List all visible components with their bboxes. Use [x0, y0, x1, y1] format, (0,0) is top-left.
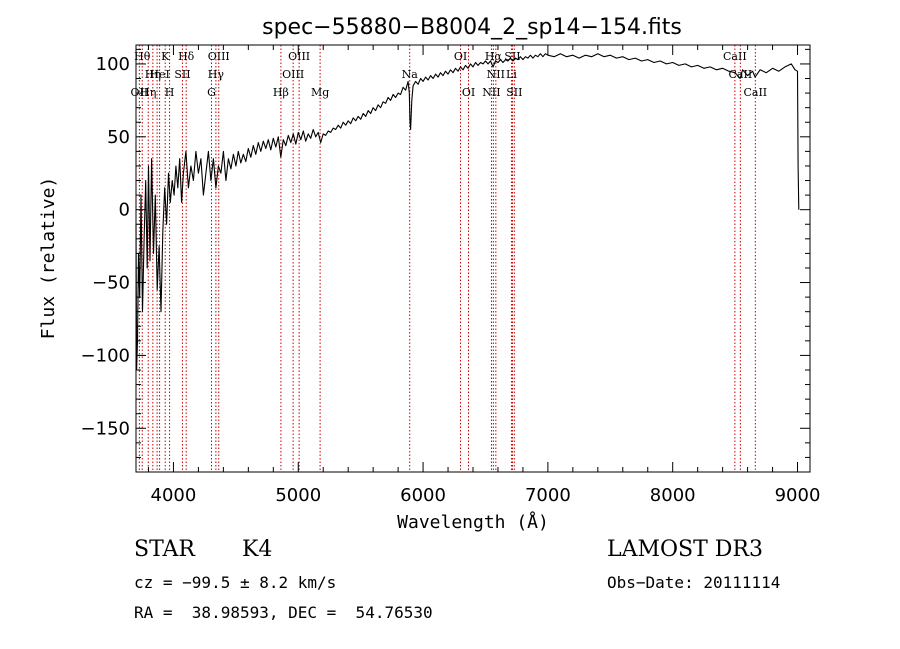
spectral-line-label: Na	[402, 68, 419, 81]
spectral-line-label: Hη	[145, 68, 161, 81]
x-tick-label: 4000	[151, 485, 197, 506]
chart-title: spec−55880−B8004_2_sp14−154.fits	[262, 15, 682, 40]
spectral-line-label: OIII	[208, 50, 230, 63]
x-tick-label: 5000	[275, 485, 321, 506]
line-marker-labels: OIIHθHηHηHeIKHSIIHδGHγOIIIHβOIIIOIIIMgNa…	[131, 50, 768, 99]
spectral-line-label: K	[161, 50, 170, 63]
survey-name: LAMOST DR3	[607, 537, 763, 562]
spectral-line-label: HeI	[149, 68, 169, 81]
spectral-line-label: Hβ	[273, 86, 289, 99]
spectral-line-label: G	[207, 86, 216, 99]
y-tick-label: −100	[81, 345, 130, 366]
object-subclass: K4	[242, 537, 273, 562]
y-tick-label: 50	[107, 127, 130, 148]
spectral-line-label: CaII	[743, 86, 767, 99]
spectral-line-label: SII	[506, 86, 522, 99]
spectral-line-label: OIII	[288, 50, 310, 63]
coordinates: RA = 38.98593, DEC = 54.76530	[134, 603, 433, 622]
spectral-line-label: Hδ	[178, 50, 195, 63]
spectral-line-label: NII	[487, 68, 505, 81]
y-tick-label: 100	[96, 54, 130, 75]
spectral-line-label: Hγ	[208, 68, 225, 81]
x-tick-label: 7000	[525, 485, 571, 506]
y-tick-label: −50	[92, 273, 130, 294]
x-tick-label: 8000	[650, 485, 696, 506]
obs-date: Obs−Date: 20111114	[607, 573, 781, 592]
spectral-line-label: OI	[462, 86, 475, 99]
x-tick-label: 6000	[400, 485, 446, 506]
spectral-line-label: CaII	[723, 50, 747, 63]
x-axis-label: Wavelength (Å)	[397, 511, 549, 533]
redshift-cz: cz = −99.5 ± 8.2 km/s	[134, 573, 337, 592]
spectral-line-label: Li	[506, 68, 517, 81]
spectral-line-label: OII	[131, 86, 149, 99]
spectral-line-label: OIII	[282, 68, 304, 81]
spectral-line-label: Hθ	[134, 50, 151, 63]
spectral-line-label: CaII	[729, 68, 753, 81]
spectral-line-label: Hα	[485, 50, 503, 63]
plot-frame	[135, 44, 811, 473]
axes: 4000 5000 6000 7000 8000 9000 100 50 0 −50 −100 −15…	[81, 45, 821, 506]
spectral-line-label: NII	[482, 86, 500, 99]
y-axis-label: Flux (relative)	[38, 177, 59, 340]
spectral-line-label: OI	[454, 50, 467, 63]
spectral-line-label: Hη	[140, 86, 156, 99]
spectral-line-label: H	[165, 86, 175, 99]
x-tick-label: 9000	[775, 485, 821, 506]
spectrum-line	[135, 53, 800, 371]
y-tick-label: 0	[119, 200, 130, 221]
spectral-line-label: Mg	[311, 86, 329, 99]
series-layer	[135, 53, 800, 371]
spectral-line-label: SII	[174, 68, 190, 81]
line-markers	[138, 45, 756, 472]
object-class: STAR	[134, 537, 195, 562]
y-tick-label: −150	[81, 418, 130, 439]
